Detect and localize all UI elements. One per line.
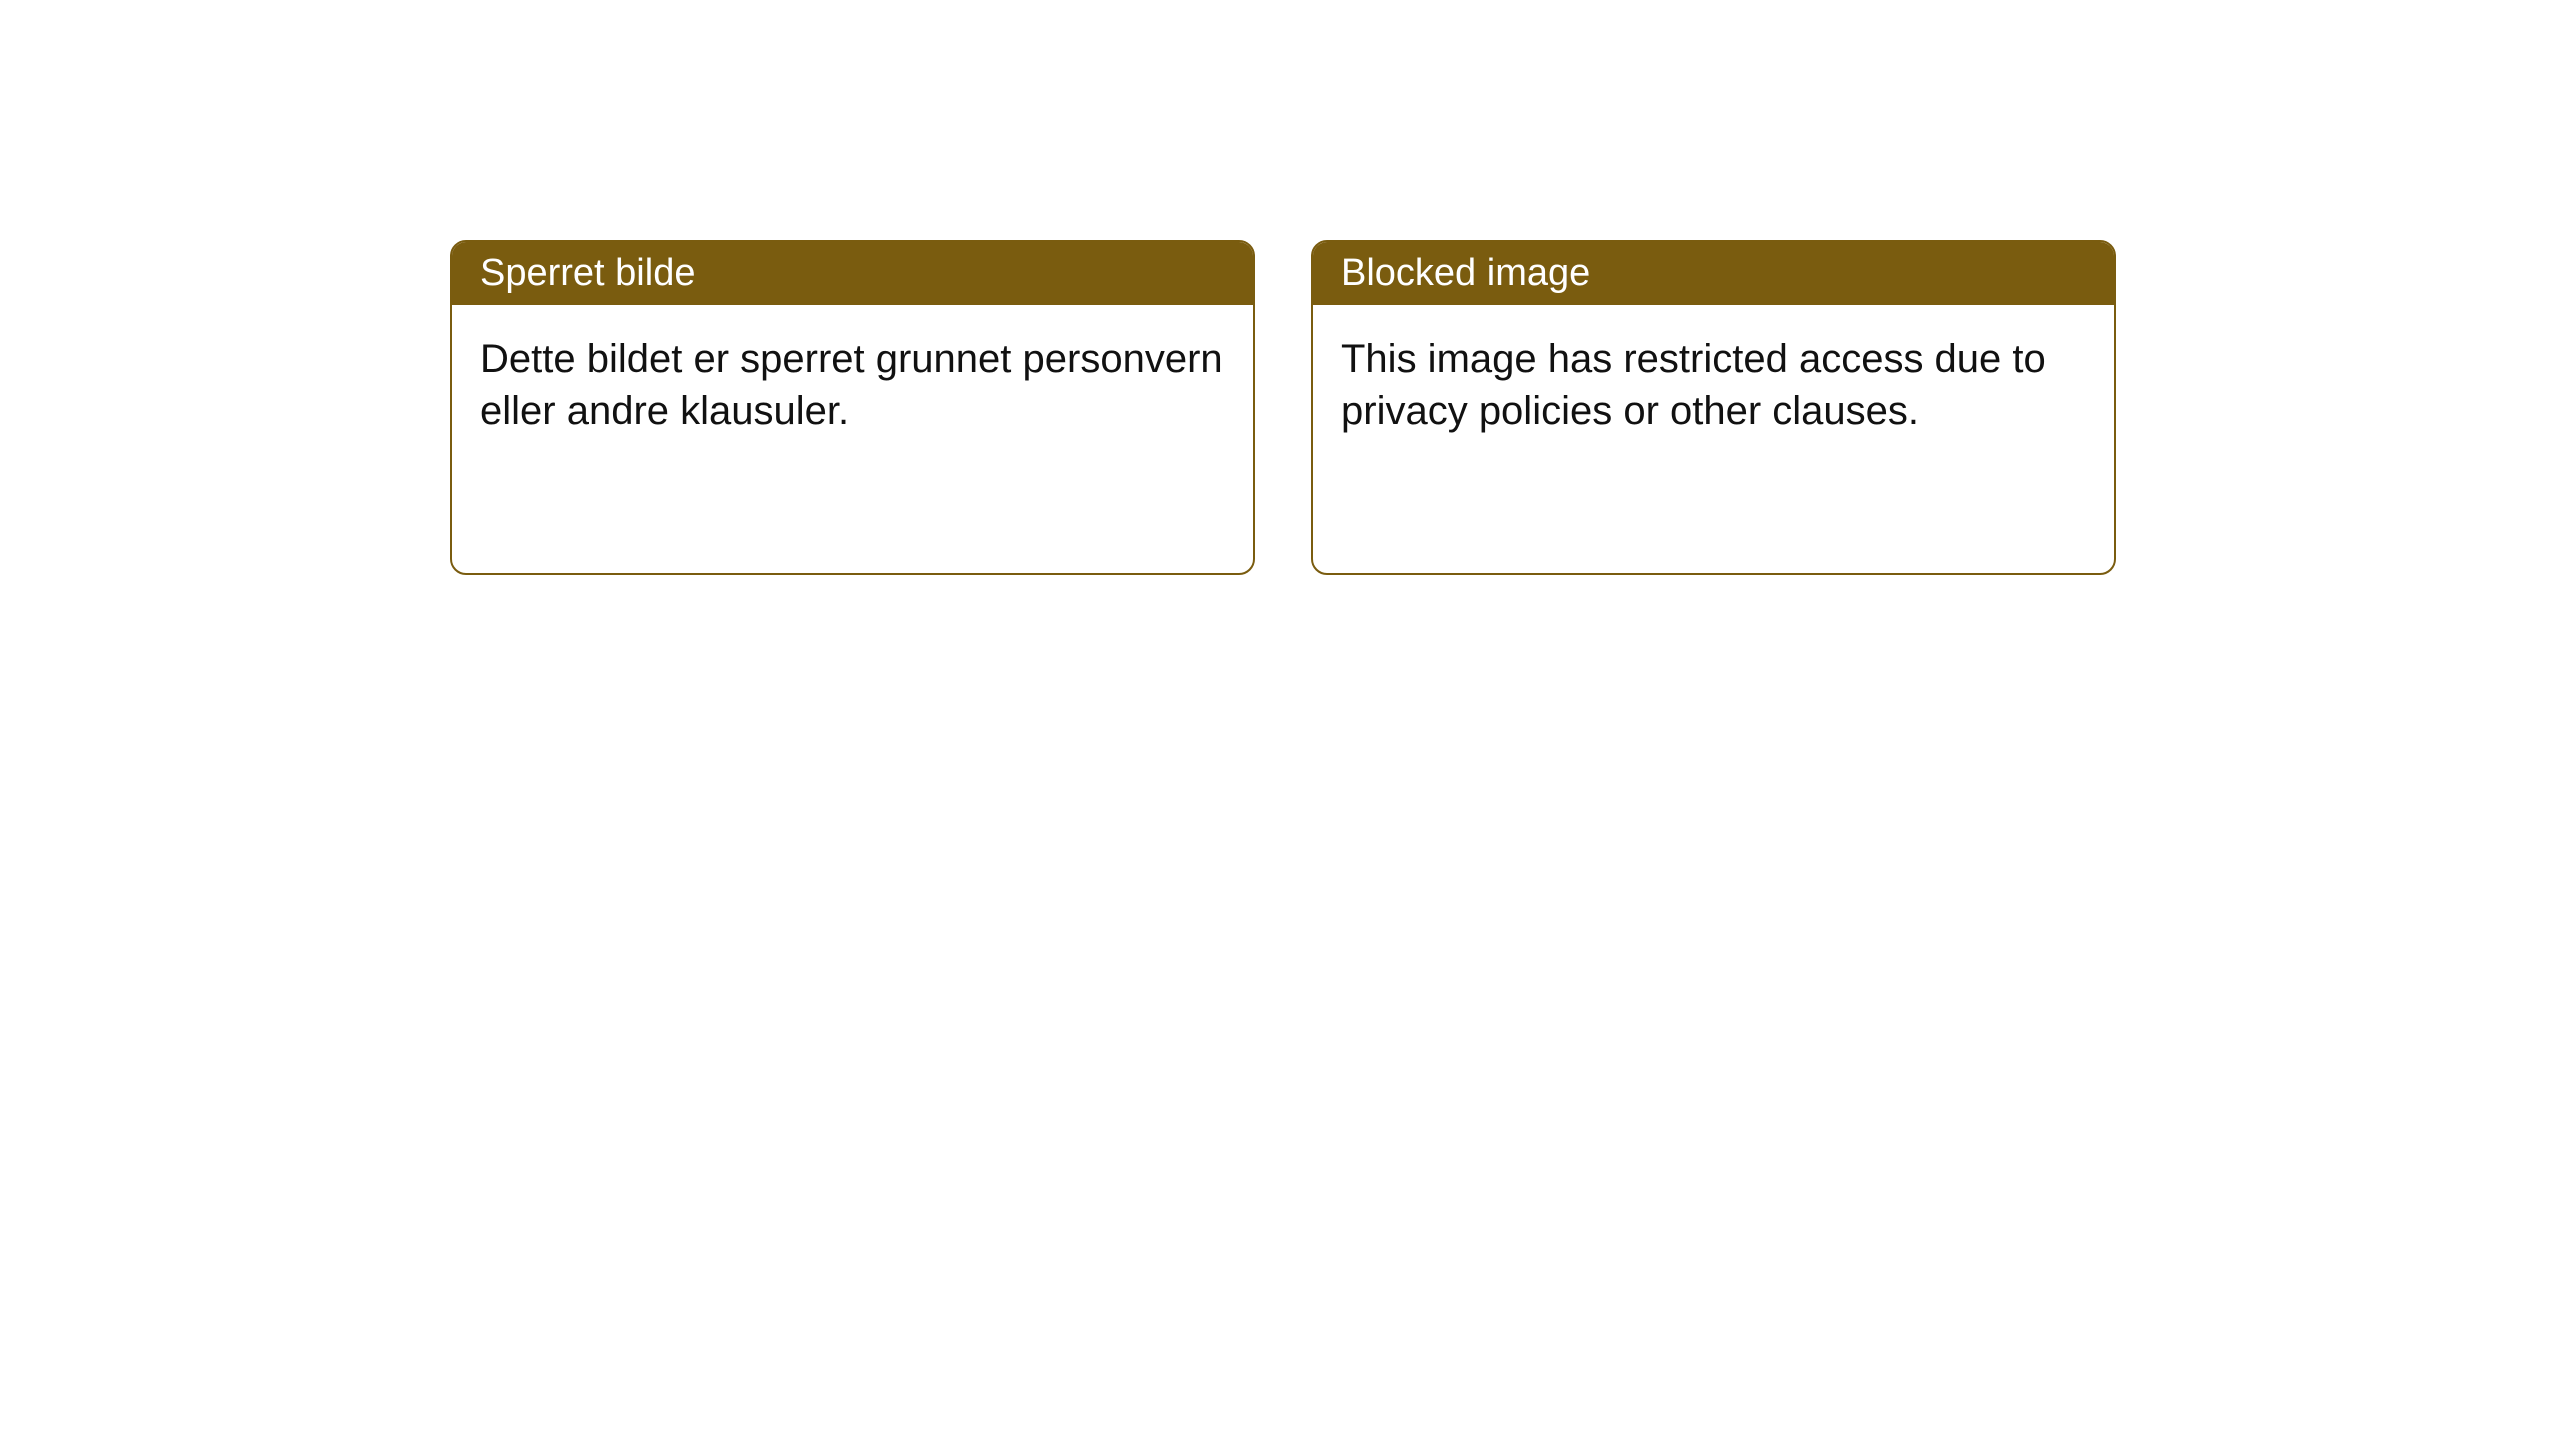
notice-header-english: Blocked image bbox=[1313, 242, 2114, 305]
notice-body-norwegian: Dette bildet er sperret grunnet personve… bbox=[452, 305, 1253, 465]
notice-header-norwegian: Sperret bilde bbox=[452, 242, 1253, 305]
notice-card-english: Blocked image This image has restricted … bbox=[1311, 240, 2116, 575]
notice-card-norwegian: Sperret bilde Dette bildet er sperret gr… bbox=[450, 240, 1255, 575]
notice-cards-container: Sperret bilde Dette bildet er sperret gr… bbox=[450, 240, 2560, 575]
notice-body-english: This image has restricted access due to … bbox=[1313, 305, 2114, 465]
